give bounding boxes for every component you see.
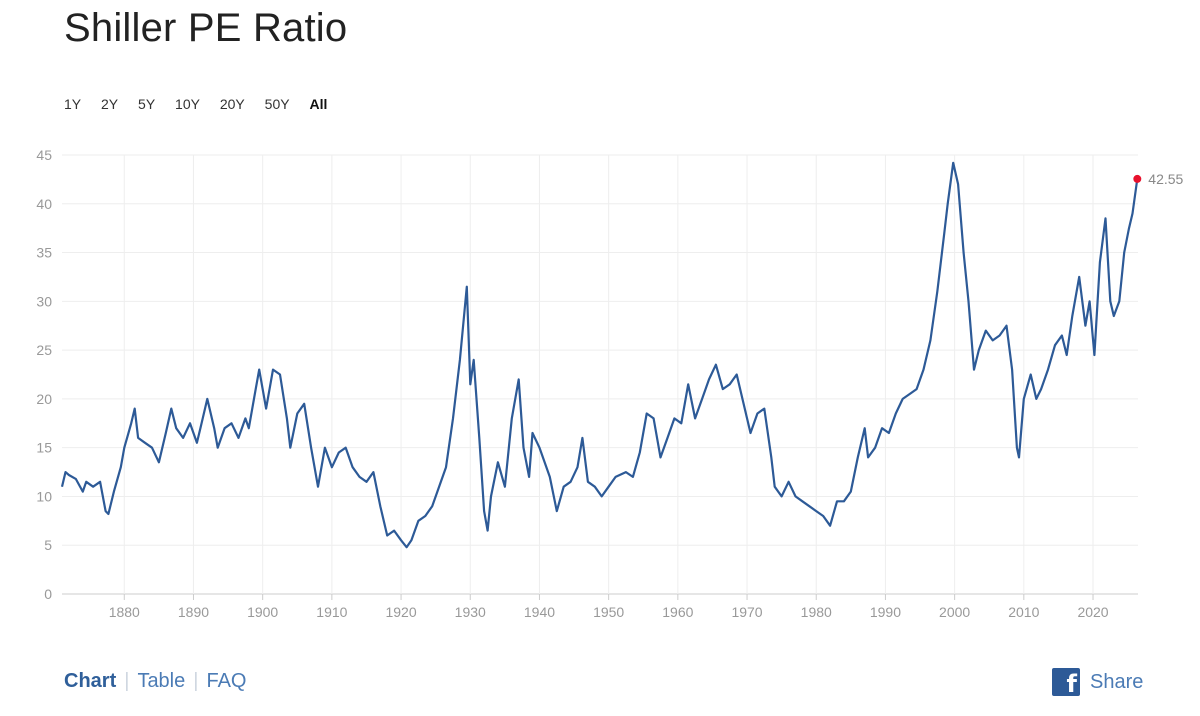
range-5y[interactable]: 5Y bbox=[138, 96, 156, 112]
range-1y[interactable]: 1Y bbox=[64, 96, 82, 112]
x-tick-label: 1940 bbox=[524, 604, 555, 620]
y-tick-label: 25 bbox=[36, 342, 52, 358]
range-all[interactable]: All bbox=[309, 96, 328, 112]
x-axis: 1880 1890 1900 1910 1920 1930 1940 1950 1960 1970… bbox=[109, 594, 1109, 620]
y-tick-label: 20 bbox=[36, 391, 52, 407]
latest-value-marker[interactable] bbox=[1133, 174, 1142, 183]
facebook-icon: f bbox=[1052, 668, 1080, 696]
y-axis: 0 5 10 15 20 25 30 35 40 45 bbox=[36, 147, 52, 602]
range-10y[interactable]: 10Y bbox=[175, 96, 200, 112]
x-tick-label: 1910 bbox=[316, 604, 347, 620]
x-tick-label: 1990 bbox=[870, 604, 901, 620]
range-50y[interactable]: 50Y bbox=[264, 96, 290, 112]
x-tick-label: 2000 bbox=[939, 604, 970, 620]
x-tick-label: 2020 bbox=[1077, 604, 1108, 620]
y-tick-label: 40 bbox=[36, 196, 52, 212]
share-button[interactable]: f Share bbox=[1052, 668, 1143, 696]
y-tick-label: 35 bbox=[36, 245, 52, 261]
x-tick-label: 1960 bbox=[662, 604, 693, 620]
x-tick-label: 1890 bbox=[178, 604, 209, 620]
y-tick-label: 10 bbox=[36, 488, 52, 504]
latest-value-label: 42.55 bbox=[1148, 171, 1183, 187]
range-selector: 1Y 2Y 5Y 10Y 20Y 50Y All bbox=[64, 96, 343, 112]
y-tick-label: 0 bbox=[44, 586, 52, 602]
y-tick-label: 45 bbox=[36, 147, 52, 163]
x-tick-label: 1900 bbox=[247, 604, 278, 620]
x-tick-label: 1930 bbox=[455, 604, 486, 620]
share-label: Share bbox=[1090, 670, 1144, 693]
x-tick-label: 2010 bbox=[1008, 604, 1039, 620]
tab-divider: | bbox=[124, 670, 130, 692]
range-2y[interactable]: 2Y bbox=[101, 96, 119, 112]
y-tick-label: 15 bbox=[36, 440, 52, 456]
tab-divider: | bbox=[193, 670, 199, 692]
series-line bbox=[60, 161, 1139, 549]
y-tick-label: 5 bbox=[44, 537, 52, 553]
range-20y[interactable]: 20Y bbox=[219, 96, 245, 112]
tab-faq[interactable]: FAQ bbox=[206, 670, 247, 692]
page-title: Shiller PE Ratio bbox=[64, 6, 348, 50]
x-tick-label: 1970 bbox=[731, 604, 762, 620]
footer-tabs: Chart | Table | FAQ bbox=[64, 670, 246, 693]
chart-grid bbox=[62, 154, 1138, 595]
tab-table[interactable]: Table bbox=[137, 670, 186, 692]
x-tick-label: 1980 bbox=[801, 604, 832, 620]
x-tick-label: 1950 bbox=[593, 604, 624, 620]
tab-chart[interactable]: Chart bbox=[64, 670, 117, 692]
x-tick-label: 1880 bbox=[109, 604, 140, 620]
y-tick-label: 30 bbox=[36, 293, 52, 309]
x-tick-label: 1920 bbox=[385, 604, 416, 620]
